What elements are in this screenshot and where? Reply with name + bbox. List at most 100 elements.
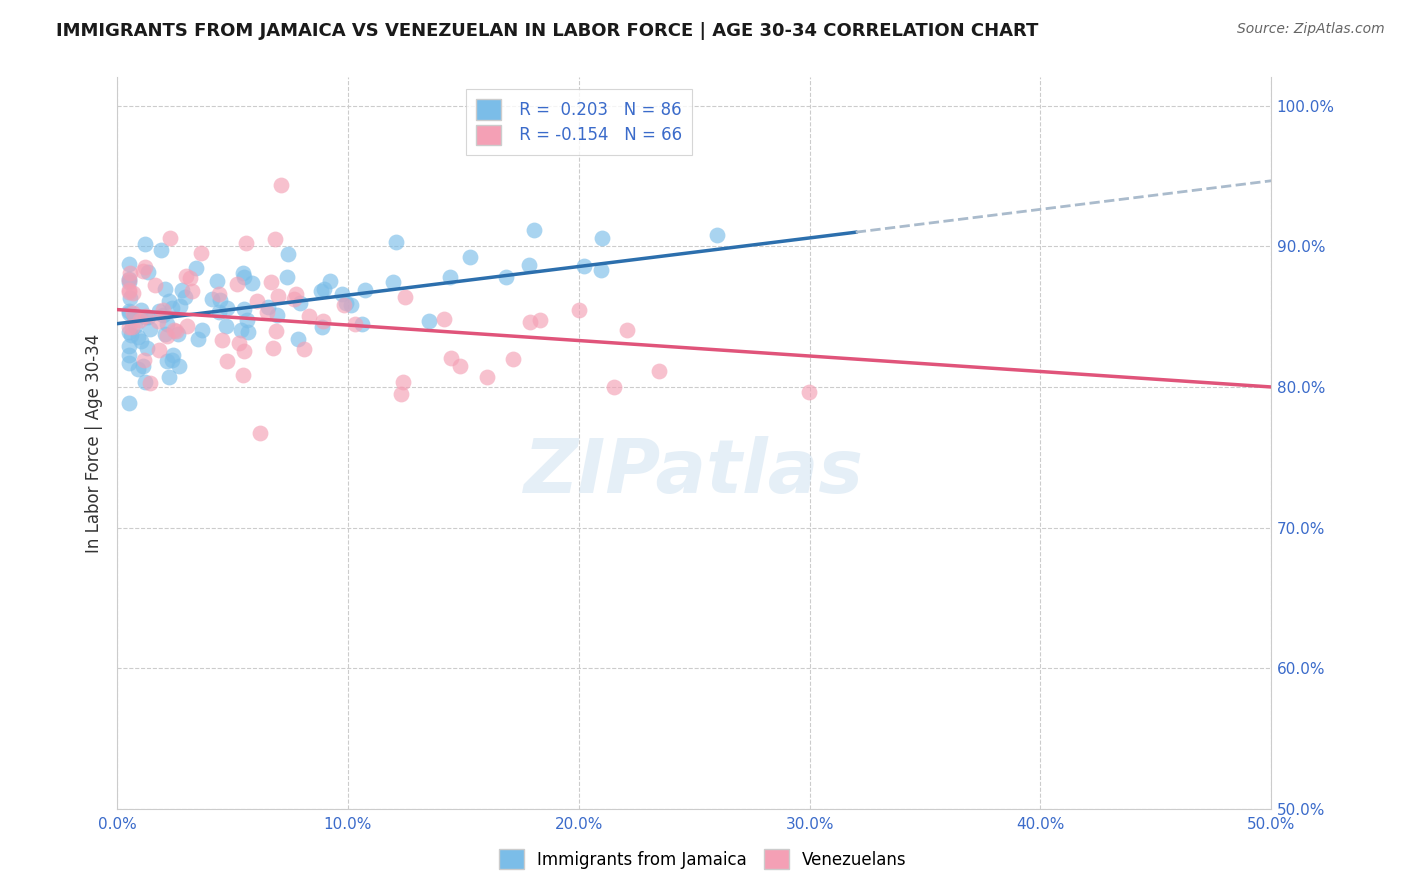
Point (132, 352, 155, 367)
Point (568, 303, 591, 318)
Point (270, 178, 292, 192)
Point (233, 301, 256, 316)
Point (458, 250, 481, 264)
Point (134, 310, 156, 325)
Point (350, 317, 373, 331)
Point (312, 282, 335, 296)
Point (153, 282, 176, 296)
Point (333, 298, 356, 312)
Point (394, 290, 416, 304)
Point (132, 264, 155, 278)
Point (118, 348, 141, 362)
Point (267, 289, 290, 303)
Point (311, 319, 333, 334)
Point (706, 227, 728, 242)
Text: IMMIGRANTS FROM JAMAICA VS VENEZUELAN IN LABOR FORCE | AGE 30-34 CORRELATION CHA: IMMIGRANTS FROM JAMAICA VS VENEZUELAN IN… (56, 22, 1039, 40)
Point (122, 285, 145, 300)
Point (120, 327, 142, 342)
Point (232, 269, 254, 284)
Point (156, 354, 179, 368)
Point (215, 354, 238, 368)
Point (174, 290, 197, 304)
Point (118, 273, 141, 287)
Point (277, 247, 299, 261)
Point (156, 317, 179, 331)
Point (242, 276, 264, 290)
Point (616, 322, 638, 336)
Point (312, 313, 335, 327)
Point (205, 274, 228, 288)
Text: Source: ZipAtlas.com: Source: ZipAtlas.com (1237, 22, 1385, 37)
Point (181, 284, 204, 298)
Point (256, 305, 278, 319)
Point (129, 334, 152, 348)
Point (330, 286, 353, 301)
Point (232, 266, 254, 280)
Legend:  R =  0.203   N = 86,  R = -0.154   N = 66: R = 0.203 N = 86, R = -0.154 N = 66 (465, 89, 692, 155)
Point (523, 223, 546, 237)
Point (118, 291, 141, 305)
Point (118, 396, 141, 410)
Point (163, 323, 186, 337)
Point (160, 353, 183, 368)
Point (118, 306, 141, 320)
Point (128, 313, 150, 327)
Point (167, 326, 190, 341)
Point (179, 271, 201, 285)
Point (208, 305, 231, 319)
Point (475, 369, 498, 384)
Point (118, 257, 141, 271)
Point (591, 231, 613, 245)
Point (134, 375, 156, 389)
Point (176, 318, 198, 333)
Y-axis label: In Labor Force | Age 30-34: In Labor Force | Age 30-34 (86, 334, 103, 553)
Point (249, 426, 271, 441)
Point (184, 261, 207, 276)
Point (118, 326, 141, 340)
Point (124, 319, 146, 334)
Point (517, 258, 540, 272)
Point (157, 294, 180, 309)
Point (284, 287, 307, 301)
Point (262, 341, 284, 355)
Point (160, 301, 183, 315)
Point (143, 278, 166, 293)
Point (211, 333, 233, 347)
Point (118, 283, 141, 297)
Point (190, 246, 212, 260)
Point (167, 359, 190, 373)
Point (433, 312, 456, 326)
Point (450, 359, 472, 373)
Point (495, 269, 517, 284)
Point (266, 308, 288, 322)
Point (132, 359, 155, 373)
Point (519, 315, 541, 329)
Point (263, 232, 285, 246)
Point (232, 368, 254, 382)
Point (139, 376, 162, 390)
Point (172, 284, 194, 298)
Point (127, 329, 149, 343)
Point (384, 235, 406, 249)
Point (235, 235, 257, 250)
Point (186, 332, 208, 346)
Point (214, 318, 236, 333)
Point (118, 356, 141, 370)
Point (235, 312, 257, 326)
Point (162, 348, 184, 362)
Point (231, 323, 253, 337)
Point (136, 310, 159, 324)
Point (343, 317, 366, 331)
Point (127, 362, 149, 376)
Point (256, 301, 278, 315)
Point (118, 272, 141, 286)
Point (152, 303, 174, 318)
Point (529, 313, 551, 327)
Point (201, 293, 224, 307)
Point (157, 369, 180, 384)
Point (174, 268, 197, 283)
Point (150, 244, 173, 258)
Point (148, 303, 170, 318)
Point (118, 304, 141, 318)
Point (440, 351, 463, 365)
